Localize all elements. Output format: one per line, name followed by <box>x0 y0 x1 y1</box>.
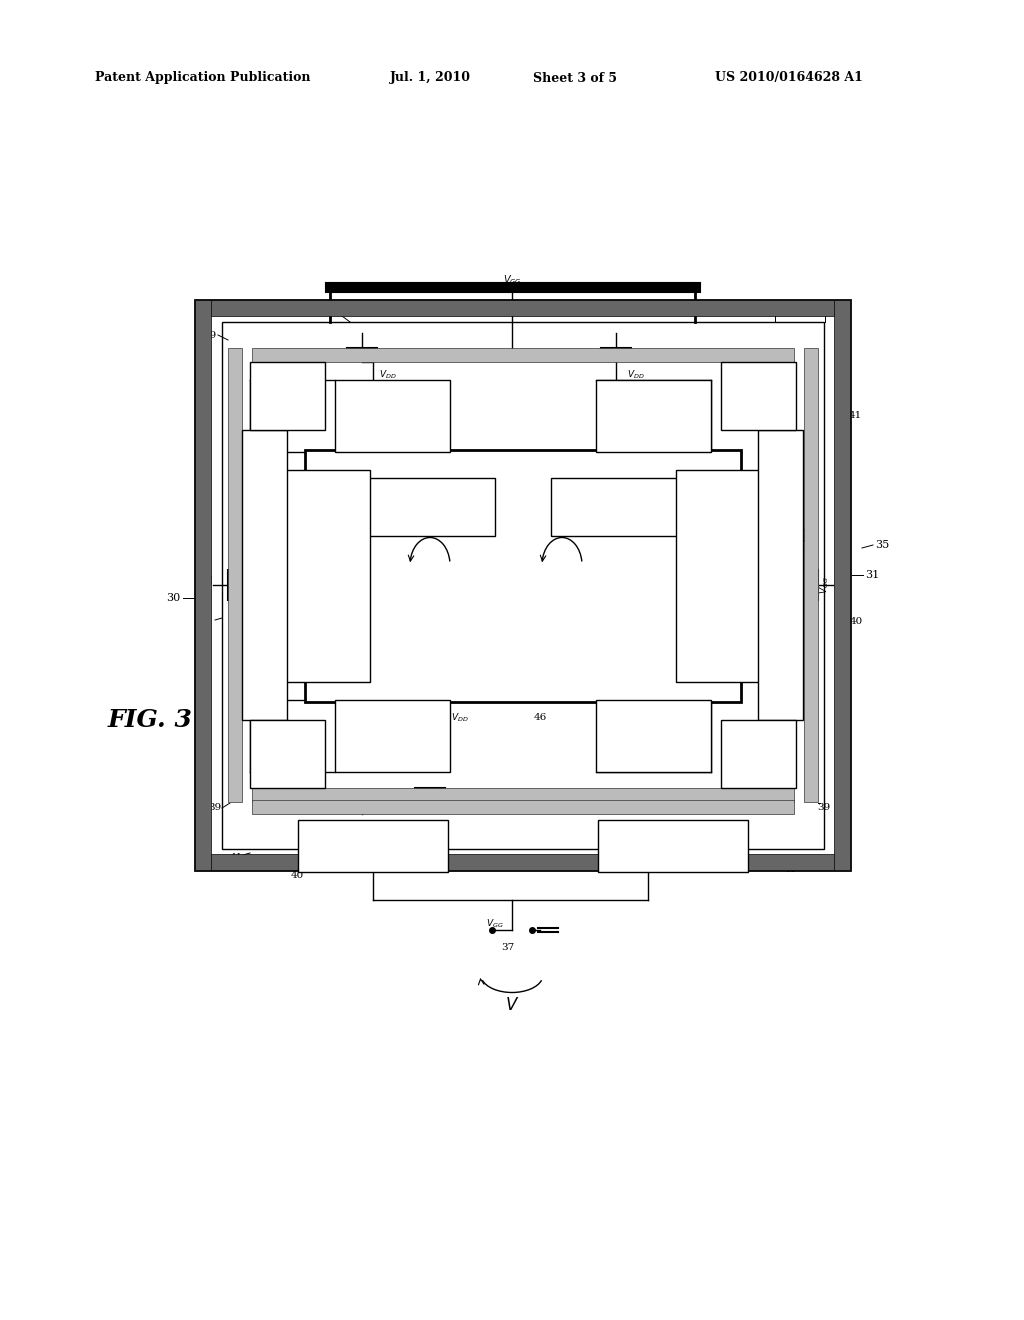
Bar <box>250 362 325 430</box>
Text: 48: 48 <box>601 503 614 512</box>
Bar <box>285 470 370 682</box>
Text: $V_{DD}$: $V_{DD}$ <box>797 527 809 544</box>
Text: US 2010/0164628 A1: US 2010/0164628 A1 <box>715 71 863 84</box>
Text: 39: 39 <box>817 804 830 813</box>
Text: $V_{GG}$: $V_{GG}$ <box>819 576 831 594</box>
Text: 37: 37 <box>502 944 515 953</box>
Text: FIG. 3: FIG. 3 <box>108 708 193 733</box>
Text: 30: 30 <box>166 593 180 603</box>
Text: $V_{DD}$: $V_{DD}$ <box>627 368 645 381</box>
Bar <box>598 820 748 873</box>
Bar <box>804 348 818 803</box>
Text: 36: 36 <box>613 392 627 401</box>
Bar <box>252 788 794 803</box>
Bar <box>250 719 325 788</box>
Bar <box>721 362 796 430</box>
Text: $V_{DD}$: $V_{DD}$ <box>228 531 242 549</box>
Bar <box>305 450 741 702</box>
Bar <box>298 820 449 873</box>
Bar <box>335 380 450 451</box>
Text: $V_{GG}$: $V_{GG}$ <box>204 573 216 591</box>
Bar <box>195 300 211 870</box>
Bar <box>222 322 824 849</box>
Text: 36: 36 <box>733 540 746 549</box>
Bar <box>596 380 711 451</box>
Text: Patent Application Publication: Patent Application Publication <box>95 71 310 84</box>
Text: Jul. 1, 2010: Jul. 1, 2010 <box>390 71 471 84</box>
Bar <box>195 300 850 315</box>
Text: $V$: $V$ <box>505 997 519 1014</box>
Text: 36: 36 <box>303 540 316 549</box>
Text: 41: 41 <box>783 866 797 874</box>
Text: 46: 46 <box>534 713 547 722</box>
Bar <box>252 348 794 362</box>
Text: 40: 40 <box>763 304 776 313</box>
Bar <box>721 719 796 788</box>
Bar <box>242 430 287 719</box>
Text: 39: 39 <box>813 304 826 313</box>
Bar <box>834 300 850 870</box>
Text: $V_{DD}$: $V_{DD}$ <box>452 711 469 725</box>
Text: 41: 41 <box>229 854 243 862</box>
Bar <box>360 478 495 536</box>
Text: 45: 45 <box>338 561 351 569</box>
Text: 39: 39 <box>208 804 221 813</box>
Bar <box>676 470 761 682</box>
Text: 41: 41 <box>848 411 861 420</box>
Bar <box>758 430 803 719</box>
Text: 46: 46 <box>624 396 637 404</box>
Bar <box>252 800 794 814</box>
Bar <box>195 300 850 870</box>
Bar <box>335 700 450 772</box>
Text: $V_o$: $V_o$ <box>523 541 537 554</box>
Text: 39: 39 <box>204 330 217 339</box>
Bar <box>195 854 850 870</box>
Text: $V_{GG}$: $V_{GG}$ <box>486 917 504 931</box>
Text: 36: 36 <box>353 392 367 401</box>
Text: 32: 32 <box>423 585 437 595</box>
Bar <box>228 348 242 803</box>
Text: 48: 48 <box>406 503 419 512</box>
Text: Sheet 3 of 5: Sheet 3 of 5 <box>534 71 617 84</box>
Text: 35: 35 <box>874 540 889 550</box>
Text: 40: 40 <box>199 615 212 624</box>
Text: 31: 31 <box>865 570 880 579</box>
Text: $V_{DD}$: $V_{DD}$ <box>379 368 397 381</box>
Text: 40: 40 <box>849 618 862 627</box>
Text: 36: 36 <box>353 713 367 722</box>
Text: 40: 40 <box>291 870 304 879</box>
Text: 46: 46 <box>750 620 763 630</box>
Bar <box>551 478 686 536</box>
Text: $V_{GG}$: $V_{GG}$ <box>503 273 521 286</box>
Text: 41: 41 <box>329 305 342 314</box>
Bar <box>596 700 711 772</box>
